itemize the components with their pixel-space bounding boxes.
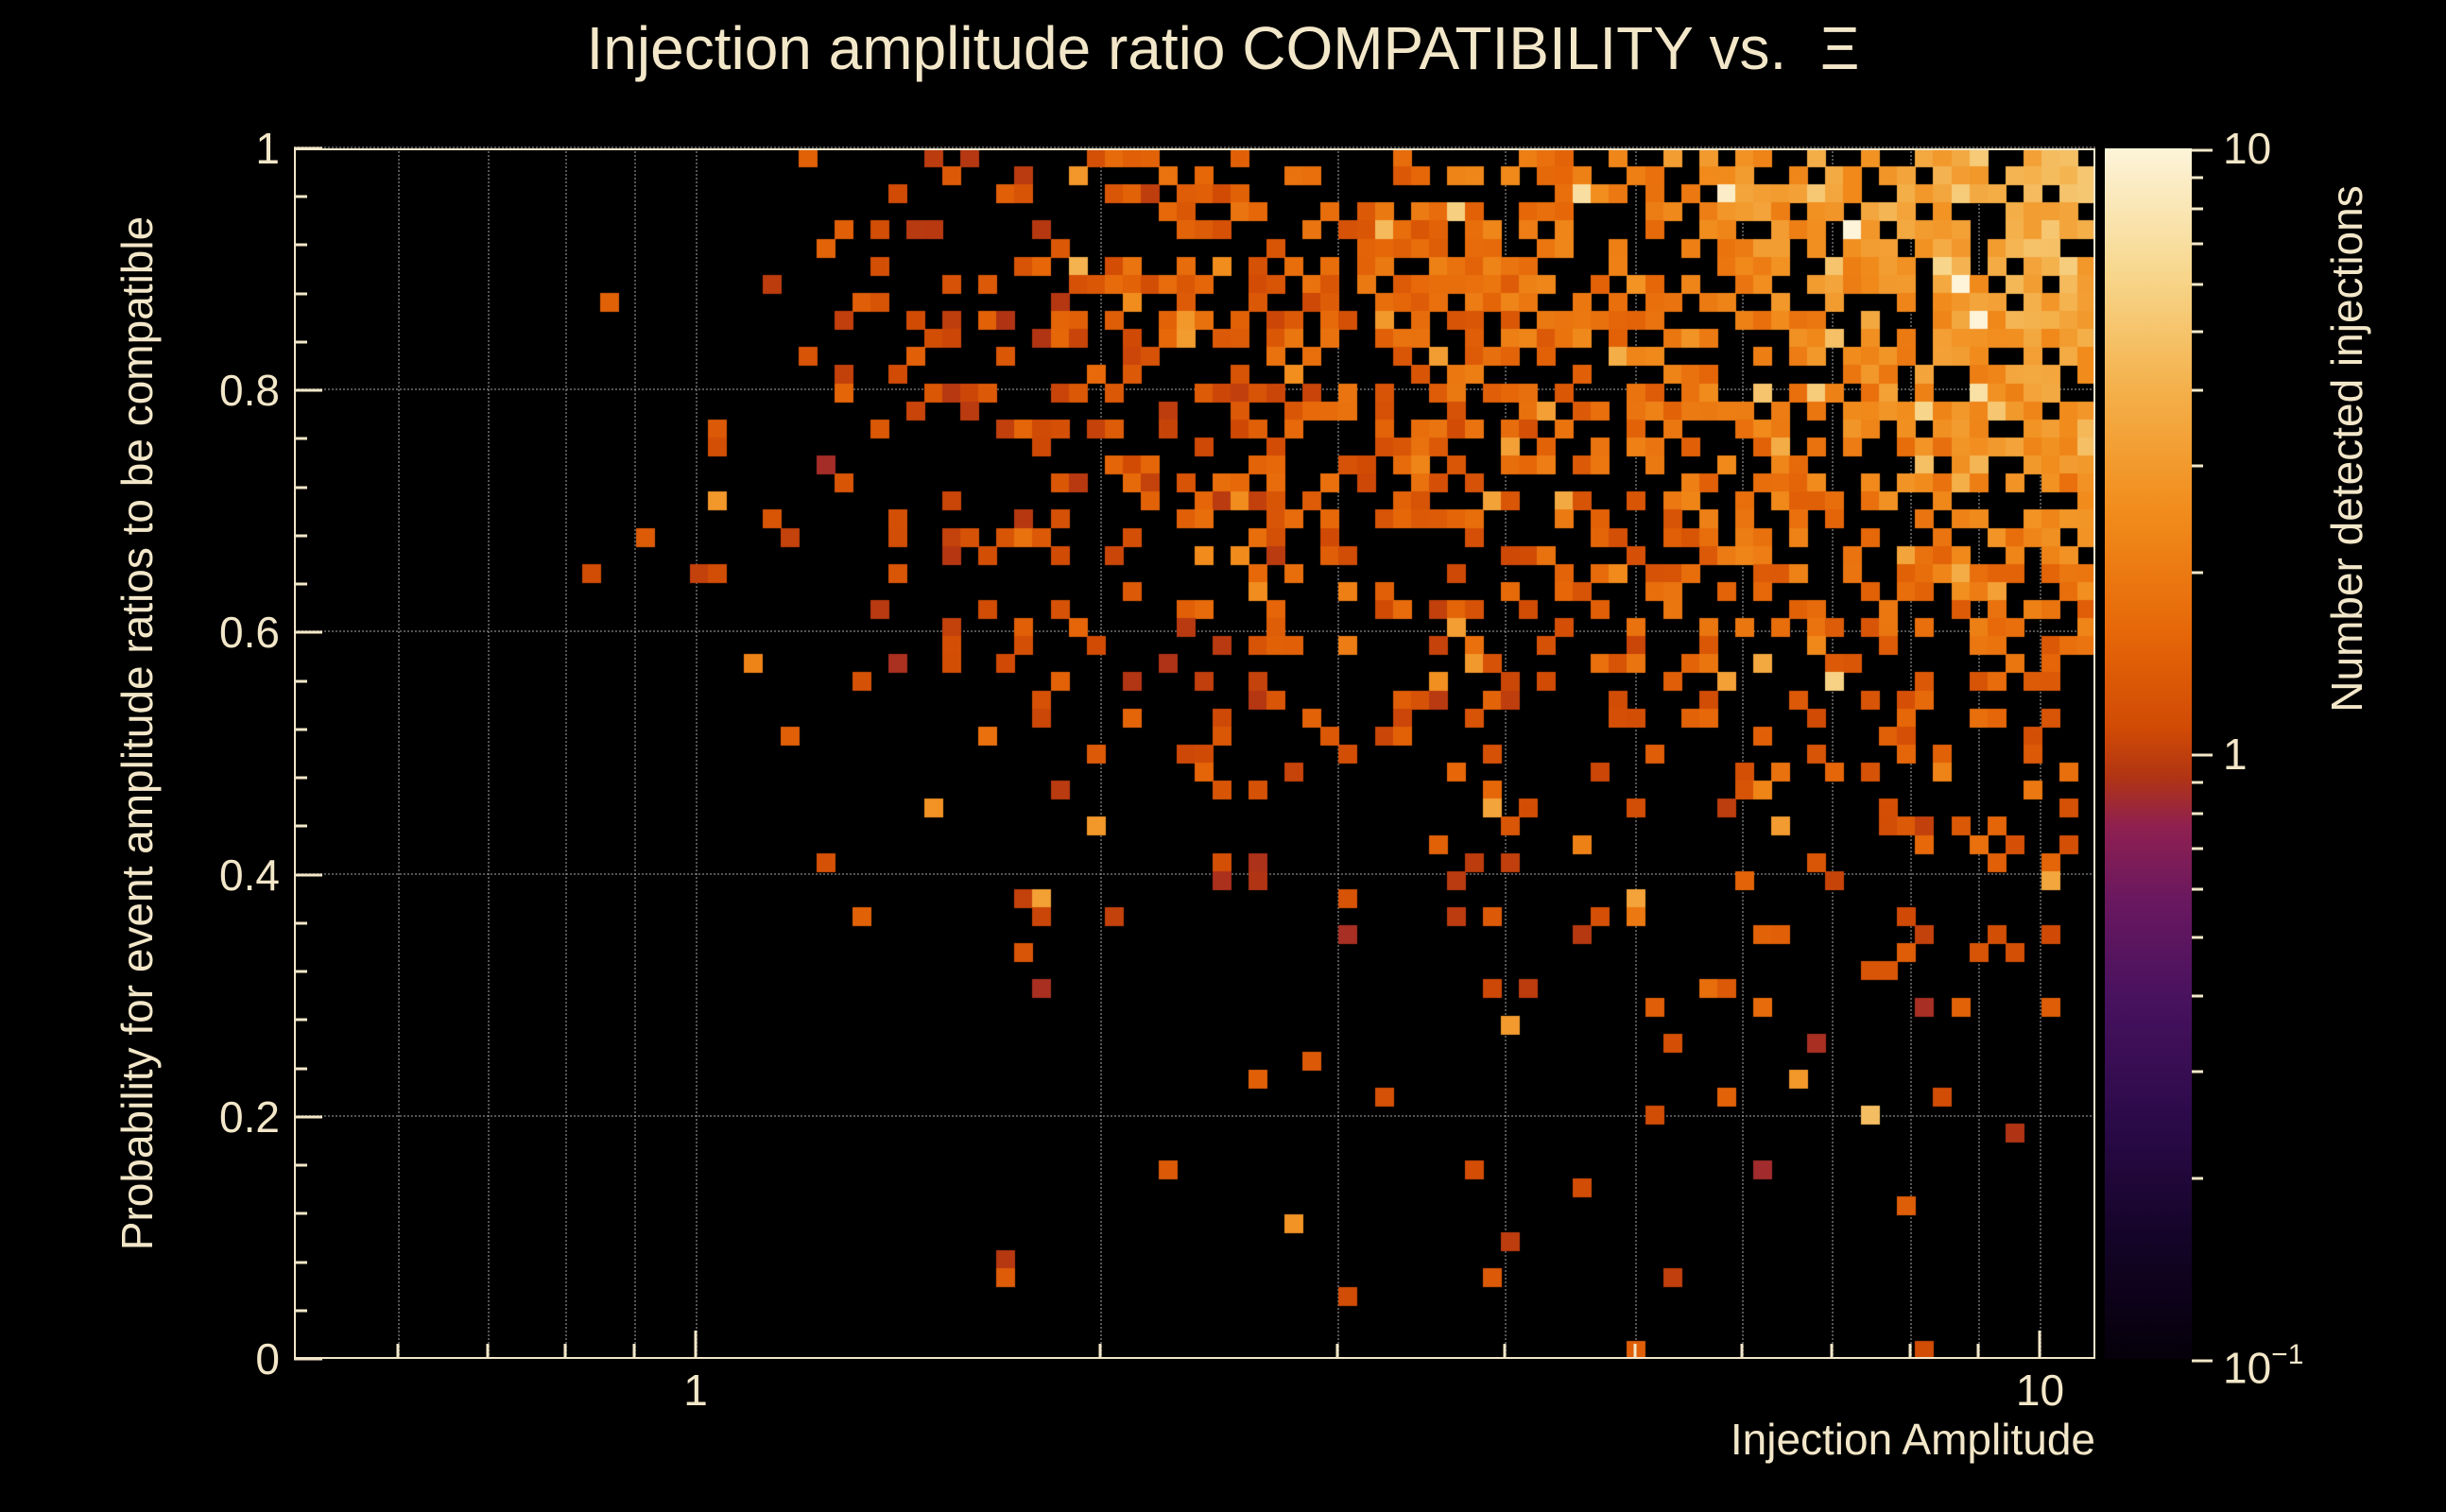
y-minor-tick	[294, 824, 307, 828]
colorbar-minor-tick	[2192, 781, 2203, 784]
colorbar-minor-tick	[2192, 176, 2203, 180]
y-major-tick	[294, 388, 322, 392]
x-minor-tick	[1633, 1344, 1637, 1359]
y-minor-tick	[294, 1261, 307, 1264]
colorbar-tick-label-base: 1	[2223, 729, 2248, 779]
y-major-tick	[294, 1357, 322, 1361]
y-minor-tick	[294, 728, 307, 731]
y-minor-tick	[294, 776, 307, 780]
colorbar-minor-tick	[2192, 464, 2203, 468]
y-tick-label: 0.4	[219, 850, 280, 900]
y-tick-label: 1	[255, 124, 280, 173]
colorbar-minor-tick	[2192, 936, 2203, 939]
y-minor-tick	[294, 437, 307, 440]
y-minor-tick	[294, 1163, 307, 1167]
x-minor-tick	[396, 1344, 400, 1359]
colorbar-minor-tick	[2192, 571, 2203, 575]
x-minor-tick	[1335, 1344, 1339, 1359]
y-minor-tick	[294, 1309, 307, 1313]
colorbar-minor-tick	[2192, 207, 2203, 211]
colorbar-minor-tick	[2192, 812, 2203, 816]
y-minor-tick	[294, 340, 307, 344]
colorbar-major-tick	[2192, 148, 2213, 151]
y-major-tick	[294, 1115, 322, 1119]
y-minor-tick	[294, 534, 307, 538]
x-minor-tick	[486, 1344, 490, 1359]
colorbar-minor-tick	[2192, 1070, 2203, 1074]
y-minor-tick	[294, 292, 307, 296]
x-tick-label: 10	[2015, 1366, 2065, 1415]
colorbar-minor-tick	[2192, 1177, 2203, 1180]
x-minor-tick	[1098, 1344, 1102, 1359]
colorbar-minor-tick	[2192, 330, 2203, 334]
colorbar-tick-label: 1	[2223, 732, 2248, 776]
x-major-tick	[694, 1331, 698, 1359]
colorbar-exponent: −1	[2271, 1339, 2304, 1370]
colorbar	[2105, 148, 2192, 1359]
y-minor-tick	[294, 1018, 307, 1022]
colorbar-minor-tick	[2192, 388, 2203, 392]
y-minor-tick	[294, 679, 307, 683]
y-minor-tick	[294, 486, 307, 490]
x-minor-tick	[563, 1344, 567, 1359]
y-tick-label: 0.8	[219, 366, 280, 416]
colorbar-minor-tick	[2192, 847, 2203, 850]
y-major-tick	[294, 873, 322, 877]
colorbar-major-tick	[2192, 753, 2213, 757]
colorbar-tick-label-base: 10	[2223, 1343, 2272, 1393]
y-minor-tick	[294, 1211, 307, 1215]
y-gridline	[294, 146, 2095, 148]
colorbar-tick-label: 10−1	[2223, 1337, 2303, 1389]
y-axis-title: Probability for event amplitude ratios t…	[112, 215, 162, 1251]
y-tick-label: 0.2	[219, 1091, 280, 1142]
x-tick-label: 1	[683, 1366, 708, 1415]
x-minor-tick	[632, 1344, 636, 1359]
y-minor-tick	[294, 970, 307, 973]
colorbar-minor-tick	[2192, 283, 2203, 286]
y-minor-tick	[294, 921, 307, 925]
colorbar-minor-tick	[2192, 242, 2203, 246]
colorbar-minor-tick	[2192, 994, 2203, 998]
colorbar-tick-label-base: 10	[2223, 124, 2272, 173]
x-axis-title: Injection Amplitude	[1730, 1415, 2095, 1464]
x-minor-tick	[1503, 1344, 1507, 1359]
x-minor-tick	[1740, 1344, 1744, 1359]
heatmap-canvas	[294, 148, 2095, 1359]
y-tick-label: 0	[255, 1334, 280, 1383]
colorbar-minor-tick	[2192, 887, 2203, 891]
y-minor-tick	[294, 243, 307, 247]
chart-title: Injection amplitude ratio COMPATIBILITY …	[586, 14, 1860, 82]
y-minor-tick	[294, 195, 307, 198]
y-major-tick	[294, 630, 322, 634]
y-major-tick	[294, 146, 322, 150]
x-major-tick	[2038, 1331, 2041, 1359]
colorbar-major-tick	[2192, 1359, 2213, 1362]
y-minor-tick	[294, 1067, 307, 1071]
x-minor-tick	[1830, 1344, 1834, 1359]
colorbar-tick-label: 10	[2223, 127, 2271, 170]
plot-frame	[294, 146, 2095, 1361]
colorbar-title: Number detected injections	[2322, 185, 2371, 713]
x-minor-tick	[1976, 1344, 1980, 1359]
x-minor-tick	[1908, 1344, 1912, 1359]
y-minor-tick	[294, 582, 307, 586]
y-tick-label: 0.6	[219, 608, 280, 658]
